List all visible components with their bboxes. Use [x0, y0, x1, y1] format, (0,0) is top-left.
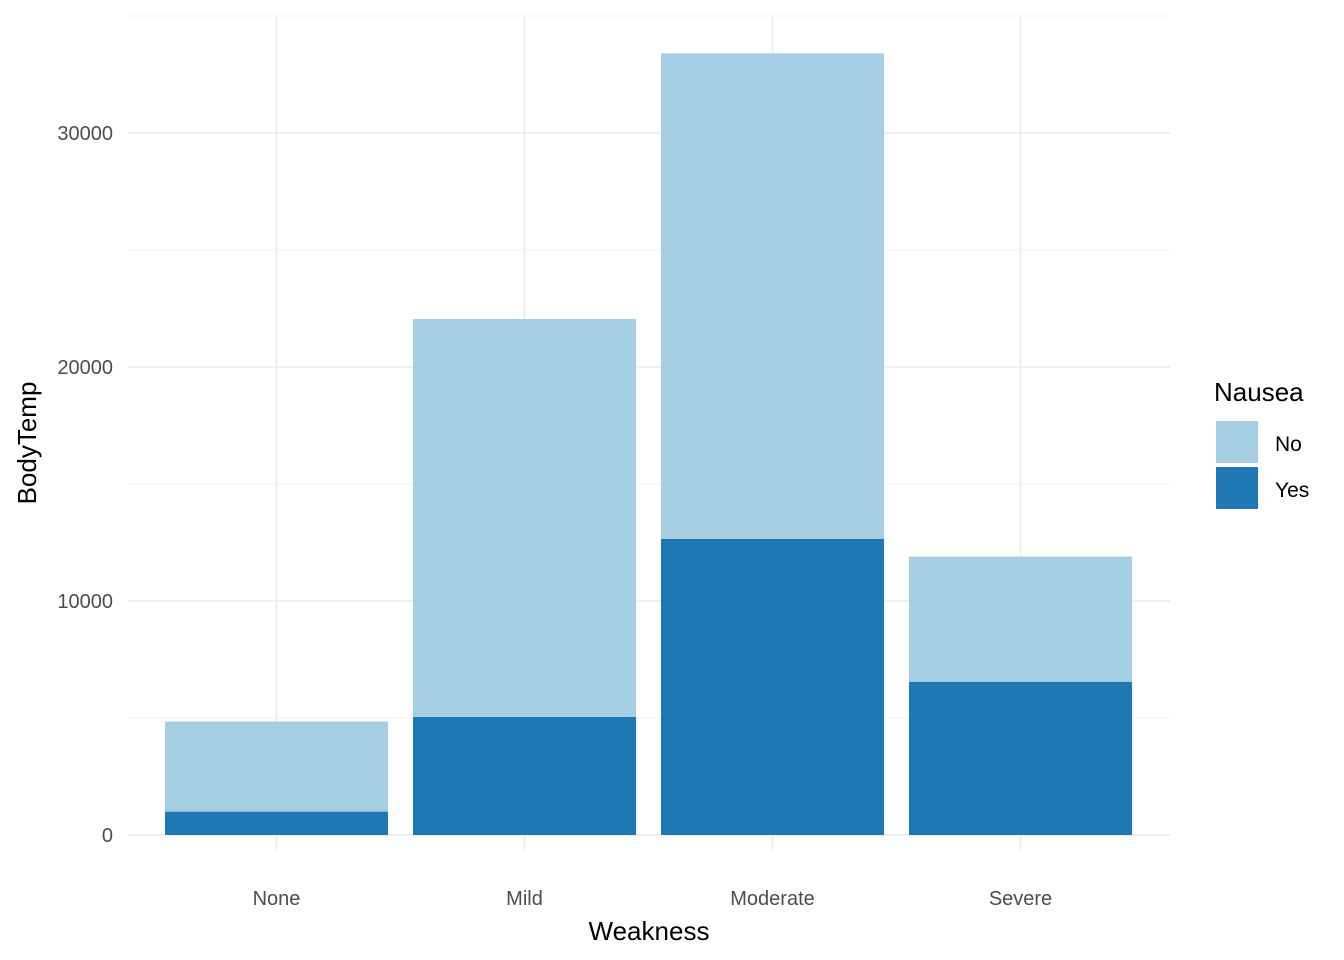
- y-axis-ticks: 0 10000 20000 30000: [57, 123, 113, 847]
- bar-severe-no: [909, 556, 1132, 682]
- legend-label-no: No: [1275, 433, 1302, 456]
- bar-none-no: [165, 721, 388, 812]
- y-tick-label: 0: [102, 825, 113, 847]
- legend-label-yes: Yes: [1275, 479, 1309, 502]
- x-tick-label: None: [253, 888, 301, 910]
- legend-title: Nausea: [1214, 377, 1304, 407]
- x-axis-ticks: None Mild Moderate Severe: [253, 888, 1053, 910]
- y-tick-label: 30000: [57, 123, 113, 145]
- bar-moderate-yes: [661, 538, 884, 835]
- x-tick-label: Moderate: [730, 888, 815, 910]
- y-axis-title: BodyTemp: [12, 382, 42, 505]
- legend-swatch-yes: [1216, 467, 1258, 509]
- legend: Nausea No Yes: [1214, 377, 1309, 509]
- bar-severe-yes: [909, 681, 1132, 835]
- legend-swatch-no: [1216, 421, 1258, 463]
- bar-none-yes: [165, 811, 388, 835]
- bar-mild-yes: [413, 716, 636, 835]
- y-tick-label: 10000: [57, 591, 113, 613]
- y-tick-label: 20000: [57, 357, 113, 379]
- bar-moderate-no: [661, 53, 884, 539]
- x-tick-label: Mild: [506, 888, 543, 910]
- x-axis-title: Weakness: [589, 916, 710, 946]
- x-tick-label: Severe: [989, 888, 1052, 910]
- bar-mild-no: [413, 319, 636, 717]
- bars: [165, 53, 1132, 835]
